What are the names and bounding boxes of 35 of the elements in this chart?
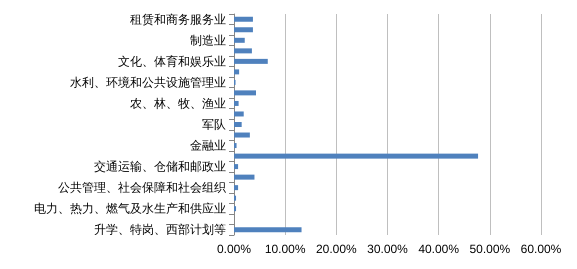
x-tick-label: 40.00% xyxy=(418,242,460,256)
bar xyxy=(234,38,245,43)
bar xyxy=(234,48,252,54)
x-tick-label: 60.00% xyxy=(520,242,562,256)
y-tick-label: 金融业 xyxy=(190,138,226,153)
bar xyxy=(234,154,478,159)
x-tick-label: 10.00% xyxy=(264,242,306,256)
bar xyxy=(234,185,238,190)
bar xyxy=(234,58,268,64)
bar xyxy=(234,164,238,170)
y-tick-label: 军队 xyxy=(202,118,226,132)
y-tick-label: 水利、环境和公共设施管理业 xyxy=(70,75,226,90)
x-tick-label: 50.00% xyxy=(469,242,511,256)
x-tick-label: 30.00% xyxy=(367,242,408,256)
x-tick-label: 0.00% xyxy=(216,242,252,256)
bar xyxy=(234,100,239,106)
y-tick-label: 升学、特岗、西部计划等 xyxy=(94,222,226,237)
bar xyxy=(234,69,240,74)
bar xyxy=(234,90,256,96)
bar xyxy=(234,143,237,148)
y-tick-label: 公共管理、社会保障和社会组织 xyxy=(58,180,226,195)
bar xyxy=(234,132,250,138)
y-tick-label: 制造业 xyxy=(190,33,226,48)
y-tick-label: 文化、体育和娱乐业 xyxy=(118,54,226,68)
bar xyxy=(234,27,253,32)
bar xyxy=(234,16,253,22)
y-tick-label: 租赁和商务服务业 xyxy=(130,12,226,26)
bar xyxy=(234,174,254,180)
bar xyxy=(234,122,242,127)
bar xyxy=(234,227,302,232)
bar xyxy=(234,111,244,116)
y-tick-label: 农、林、牧、渔业 xyxy=(130,96,226,110)
y-tick-label: 交通运输、仓储和邮政业 xyxy=(94,160,226,174)
y-tick-label: 电力、热力、燃气及水生产和供应业 xyxy=(34,202,226,216)
x-tick-label: 20.00% xyxy=(316,242,358,256)
